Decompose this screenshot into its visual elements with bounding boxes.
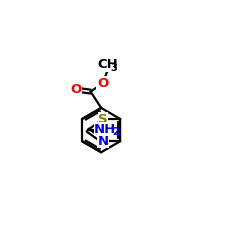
Text: O: O [97, 77, 108, 90]
Text: NH: NH [94, 123, 116, 136]
Text: 3: 3 [111, 63, 117, 73]
Text: O: O [70, 83, 82, 96]
Text: 2: 2 [112, 128, 119, 138]
Text: CH: CH [98, 58, 118, 71]
Text: S: S [98, 112, 108, 126]
Text: N: N [98, 135, 108, 148]
